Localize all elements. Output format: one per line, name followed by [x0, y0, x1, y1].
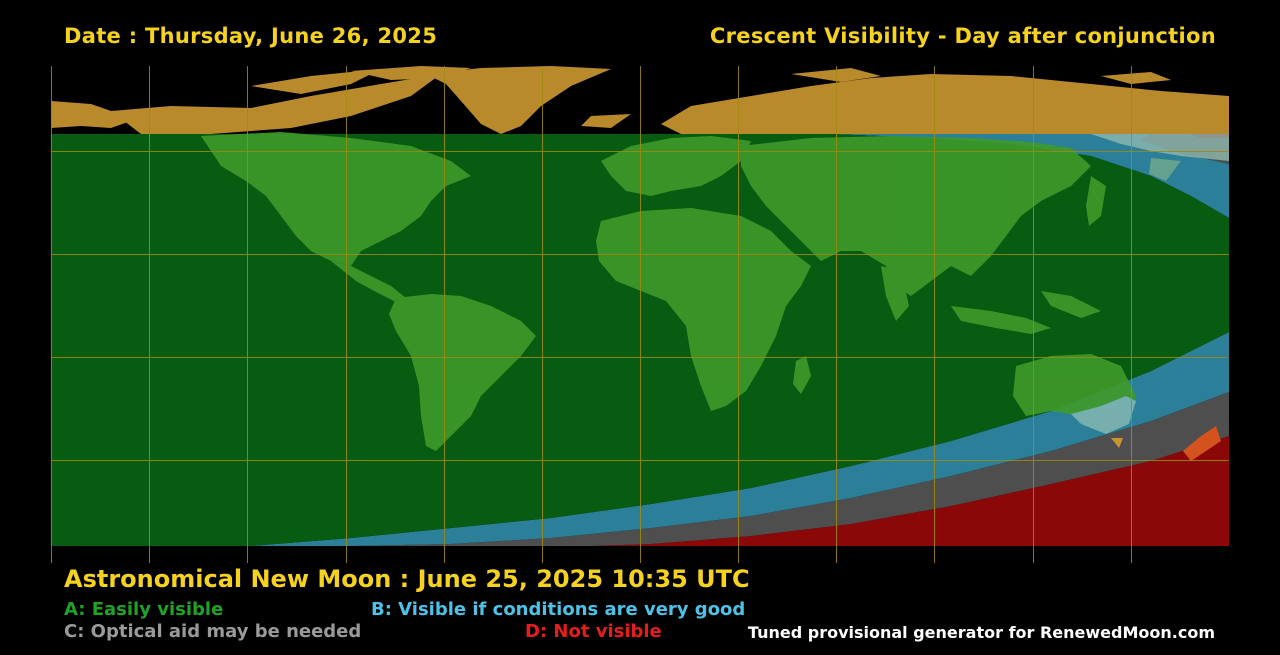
land-new-zealand: [1183, 426, 1221, 461]
visibility-map: [51, 66, 1229, 546]
land-australia: [1013, 354, 1136, 434]
zone-b-very-good-conditions: [51, 332, 1229, 546]
arctic-land: [51, 66, 1229, 134]
land-ne-asia-zone-b: [1091, 134, 1229, 161]
new-moon-time: Astronomical New Moon : June 25, 2025 10…: [64, 565, 750, 593]
date-label: Date : Thursday, June 26, 2025: [64, 24, 438, 48]
legend-a: A: Easily visible: [64, 599, 224, 620]
land-kamchatka: [1149, 158, 1181, 181]
credit-text: Tuned provisional generator for RenewedM…: [747, 623, 1215, 642]
legend-b: B: Visible if conditions are very good: [371, 599, 746, 620]
legend-d: D: Not visible: [525, 621, 662, 642]
zone-b-very-good-conditions-ne: [701, 134, 1229, 218]
legend-c: C: Optical aid may be needed: [64, 621, 362, 642]
land-tasmania: [1111, 438, 1123, 448]
map-title: Crescent Visibility - Day after conjunct…: [709, 24, 1216, 48]
